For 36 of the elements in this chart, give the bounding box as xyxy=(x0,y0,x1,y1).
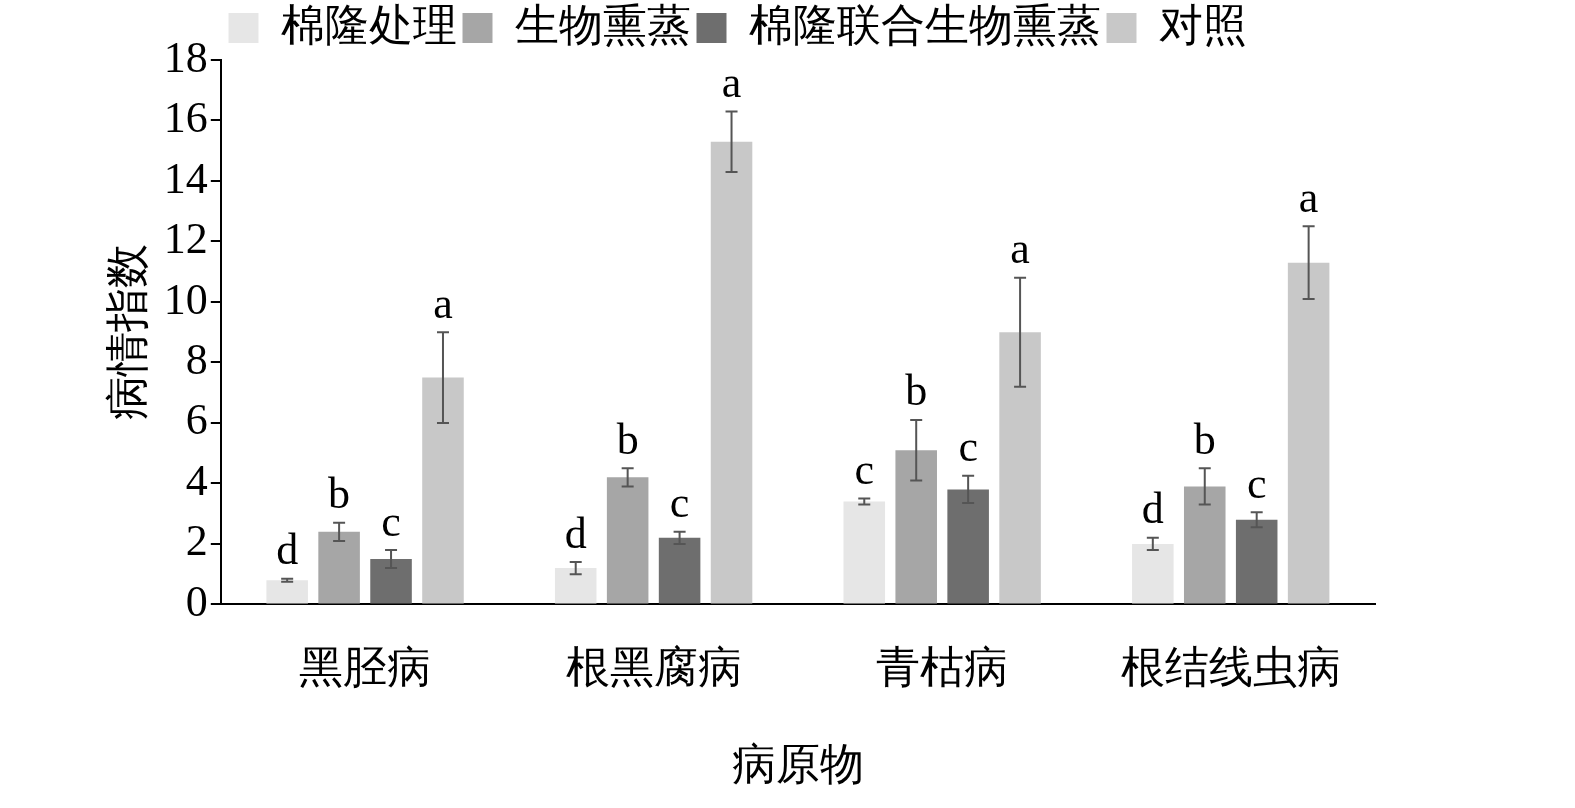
annotation: d xyxy=(1141,484,1164,534)
x-tick-label: 黑胫病 xyxy=(299,643,432,693)
y-tick-label: 2 xyxy=(185,516,208,566)
x-tick-label: 青枯病 xyxy=(876,643,1009,693)
annotation: a xyxy=(721,57,742,107)
legend-label: 对照 xyxy=(1158,0,1247,50)
legend-label: 棉隆联合生物熏蒸 xyxy=(748,0,1101,50)
annotation: a xyxy=(1010,224,1030,274)
y-tick-label: 10 xyxy=(163,274,208,324)
legend-label: 生物熏蒸 xyxy=(514,0,691,50)
legend-label: 棉隆处理 xyxy=(280,0,457,50)
y-tick-label: 18 xyxy=(163,32,208,82)
annotation: c xyxy=(958,422,978,472)
annotation: c xyxy=(1246,458,1267,508)
annotation: b xyxy=(905,366,928,416)
y-axis-title: 病情指数 xyxy=(102,244,152,421)
annotation: c xyxy=(854,445,875,495)
annotation: b xyxy=(616,414,639,464)
x-axis-title: 病原物 xyxy=(731,740,864,790)
y-tick-label: 14 xyxy=(163,153,208,203)
x-tick-label: 根结线虫病 xyxy=(1120,643,1341,693)
y-tick-label: 0 xyxy=(185,576,208,626)
y-tick-label: 4 xyxy=(185,455,208,505)
y-tick-label: 8 xyxy=(185,335,208,385)
annotation: c xyxy=(669,478,690,528)
annotation: d xyxy=(276,525,299,575)
annotation: a xyxy=(1298,172,1319,222)
annotation: c xyxy=(381,496,401,546)
annotation: d xyxy=(564,508,587,558)
annotation: b xyxy=(1193,414,1216,464)
y-tick-label: 16 xyxy=(163,93,208,143)
y-tick-label: 12 xyxy=(163,214,208,264)
x-tick-label: 根黑腐病 xyxy=(565,643,742,693)
y-tick-label: 6 xyxy=(185,395,208,445)
annotation: b xyxy=(328,469,351,519)
annotation: a xyxy=(433,278,453,328)
